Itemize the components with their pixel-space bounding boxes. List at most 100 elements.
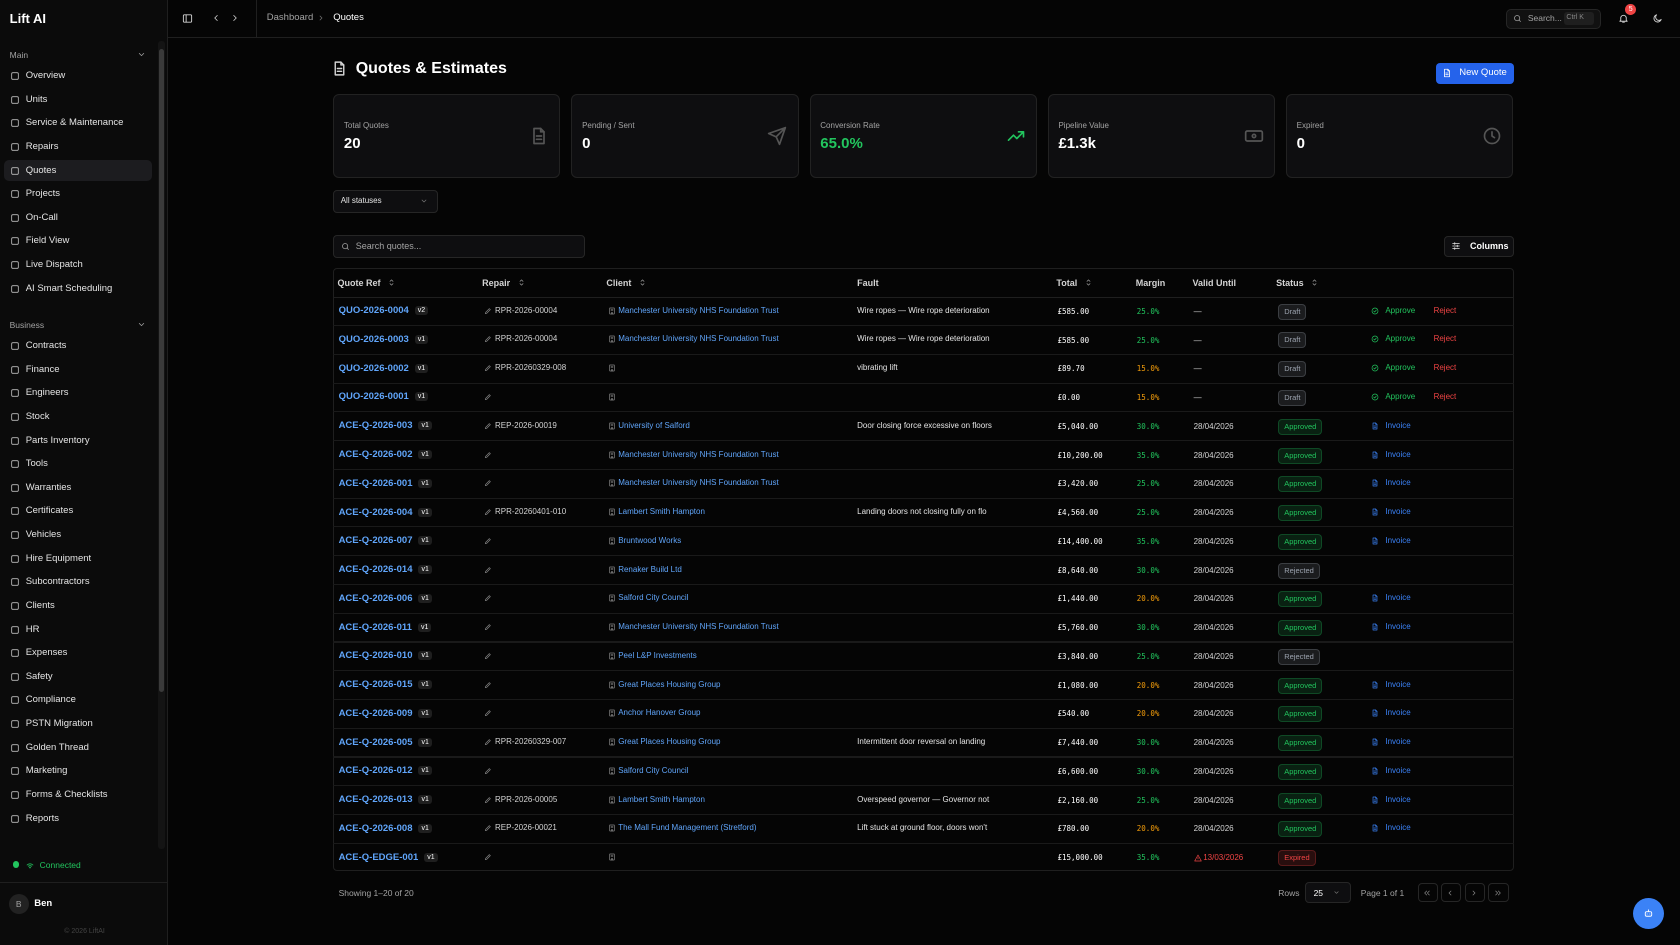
column-header[interactable]: Total: [1056, 277, 1078, 288]
nav-item[interactable]: HR: [25, 623, 40, 635]
client-name[interactable]: Renaker Build Ltd: [618, 564, 682, 574]
action-button[interactable]: Invoice: [1385, 420, 1411, 430]
client-name[interactable]: Great Places Housing Group: [618, 737, 721, 747]
nav-item[interactable]: Quotes: [25, 164, 57, 176]
new-quote-button[interactable]: [1435, 63, 1514, 84]
nav-item[interactable]: Certificates: [25, 505, 74, 517]
client-name[interactable]: Manchester University NHS Foundation Tru…: [618, 334, 779, 344]
quote-ref[interactable]: QUO-2026-0003: [338, 333, 409, 345]
column-header[interactable]: Quote Ref: [337, 277, 381, 288]
nav-item[interactable]: Forms & Checklists: [25, 788, 108, 800]
action-button[interactable]: Invoice: [1385, 708, 1411, 718]
nav-item[interactable]: Live Dispatch: [25, 259, 83, 271]
nav-item[interactable]: Units: [25, 93, 48, 105]
action-button[interactable]: Approve: [1385, 305, 1416, 315]
nav-item[interactable]: Field View: [25, 235, 70, 247]
quote-ref[interactable]: QUO-2026-0001: [338, 391, 409, 403]
user-name[interactable]: Ben: [34, 898, 53, 910]
client-name[interactable]: Manchester University NHS Foundation Tru…: [618, 478, 779, 488]
action-button[interactable]: Invoice: [1385, 622, 1411, 632]
quote-ref[interactable]: ACE-Q-EDGE-001: [338, 851, 419, 863]
client-name[interactable]: Lambert Smith Hampton: [618, 507, 705, 516]
quote-ref[interactable]: ACE-Q-2026-014: [338, 564, 413, 576]
quote-ref[interactable]: ACE-Q-2026-003: [338, 420, 413, 432]
quote-ref[interactable]: ACE-Q-2026-007: [338, 535, 413, 547]
client-name[interactable]: Bruntwood Works: [618, 535, 682, 545]
nav-item[interactable]: Engineers: [25, 387, 69, 399]
action-button[interactable]: Approve: [1385, 391, 1416, 401]
column-header[interactable]: Client: [606, 277, 632, 288]
action-button[interactable]: Invoice: [1385, 535, 1411, 545]
client-name[interactable]: Salford City Council: [618, 765, 689, 775]
nav-item[interactable]: Warranties: [25, 481, 72, 493]
client-name[interactable]: University of Salford: [618, 420, 690, 430]
quote-ref[interactable]: QUO-2026-0004: [338, 305, 409, 317]
action-button[interactable]: Invoice: [1385, 765, 1411, 775]
quote-ref[interactable]: ACE-Q-2026-002: [338, 449, 413, 460]
quote-ref[interactable]: ACE-Q-2026-009: [338, 707, 413, 719]
quote-ref[interactable]: ACE-Q-2026-006: [338, 592, 413, 604]
nav-item[interactable]: Reports: [25, 812, 59, 824]
client-name[interactable]: Peel L&P Investments: [618, 650, 697, 660]
column-header[interactable]: Status: [1276, 277, 1304, 288]
nav-item[interactable]: Clients: [25, 599, 55, 611]
nav-item[interactable]: Subcontractors: [25, 576, 90, 588]
pagination-button[interactable]: [1464, 882, 1485, 903]
nav-item[interactable]: Vehicles: [25, 529, 62, 541]
action-button[interactable]: Invoice: [1385, 679, 1411, 689]
action-button[interactable]: Reject: [1433, 363, 1457, 373]
nav-item[interactable]: On-Call: [25, 211, 58, 223]
client-name[interactable]: Manchester University NHS Foundation Tru…: [618, 449, 779, 459]
action-button[interactable]: Reject: [1433, 391, 1457, 401]
quote-ref[interactable]: ACE-Q-2026-004: [338, 506, 413, 518]
columns-button[interactable]: [1444, 235, 1514, 258]
quote-ref[interactable]: ACE-Q-2026-005: [338, 736, 413, 748]
quote-ref[interactable]: ACE-Q-2026-012: [338, 765, 413, 777]
client-name[interactable]: Salford City Council: [618, 593, 689, 603]
action-button[interactable]: Invoice: [1385, 478, 1411, 488]
action-button[interactable]: Invoice: [1385, 823, 1411, 833]
nav-item[interactable]: Contracts: [25, 340, 67, 352]
action-button[interactable]: Invoice: [1385, 449, 1411, 459]
nav-item[interactable]: Tools: [25, 458, 48, 470]
nav-item[interactable]: Safety: [25, 670, 53, 682]
nav-item[interactable]: AI Smart Scheduling: [25, 282, 113, 294]
quote-ref[interactable]: ACE-Q-2026-013: [338, 794, 413, 806]
status-filter[interactable]: [333, 189, 439, 214]
action-button[interactable]: Invoice: [1385, 737, 1411, 747]
quote-search[interactable]: [333, 234, 585, 259]
pagination-button[interactable]: [1441, 882, 1462, 903]
action-button[interactable]: Invoice: [1385, 507, 1411, 516]
quote-ref[interactable]: ACE-Q-2026-011: [338, 621, 412, 633]
action-button[interactable]: Reject: [1433, 334, 1457, 344]
breadcrumb[interactable]: Dashboard: [266, 12, 314, 24]
client-name[interactable]: Manchester University NHS Foundation Tru…: [618, 622, 779, 632]
column-header[interactable]: Repair: [482, 277, 511, 288]
nav-item[interactable]: Hire Equipment: [25, 552, 92, 564]
action-button[interactable]: Approve: [1385, 334, 1416, 344]
action-button[interactable]: Invoice: [1385, 593, 1411, 603]
nav-item[interactable]: Golden Thread: [25, 741, 89, 753]
client-name[interactable]: Manchester University NHS Foundation Tru…: [618, 305, 779, 315]
pagination-button[interactable]: [1417, 882, 1438, 903]
nav-item[interactable]: Projects: [25, 188, 61, 200]
nav-item[interactable]: Compliance: [25, 694, 76, 706]
quote-ref[interactable]: QUO-2026-0002: [338, 362, 409, 374]
nav-item[interactable]: Marketing: [25, 765, 68, 777]
nav-item[interactable]: Overview: [25, 70, 66, 82]
nav-item[interactable]: Finance: [25, 363, 60, 375]
quote-ref[interactable]: ACE-Q-2026-008: [338, 822, 413, 834]
client-name[interactable]: Anchor Hanover Group: [618, 708, 701, 718]
quote-ref[interactable]: ACE-Q-2026-015: [338, 679, 413, 691]
pagination-button[interactable]: [1488, 882, 1509, 903]
nav-item[interactable]: Service & Maintenance: [25, 117, 124, 129]
nav-item[interactable]: Parts Inventory: [25, 434, 90, 446]
nav-item[interactable]: PSTN Migration: [25, 718, 93, 730]
nav-item[interactable]: Stock: [25, 410, 50, 422]
action-button[interactable]: Invoice: [1385, 794, 1411, 804]
nav-item[interactable]: Repairs: [25, 140, 59, 152]
client-name[interactable]: The Mall Fund Management (Stretford): [618, 823, 757, 833]
client-name[interactable]: Lambert Smith Hampton: [618, 794, 705, 804]
nav-item[interactable]: Expenses: [25, 647, 68, 659]
action-button[interactable]: Approve: [1385, 363, 1416, 373]
